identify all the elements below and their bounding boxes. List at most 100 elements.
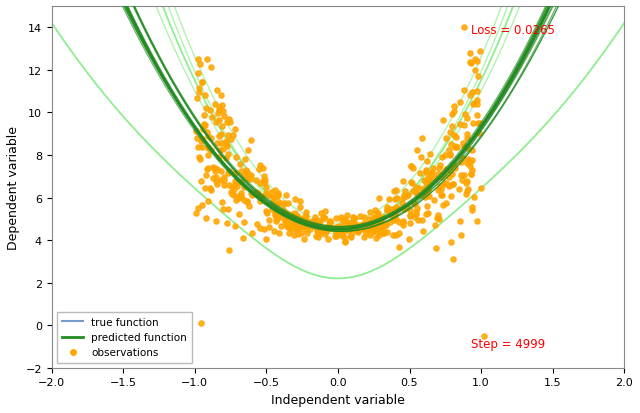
Point: [470, 67, 481, 74]
Point: [198, 113, 209, 119]
Point: [232, 183, 242, 190]
Point: [312, 228, 323, 234]
Point: [397, 200, 407, 206]
Point: [461, 180, 471, 187]
Point: [423, 185, 433, 192]
Point: [365, 232, 375, 238]
Text: Loss = 0.0265: Loss = 0.0265: [471, 24, 555, 37]
Point: [382, 230, 392, 236]
Point: [270, 212, 280, 219]
Point: [253, 190, 264, 197]
Point: [238, 235, 248, 242]
Point: [467, 90, 477, 96]
Point: [191, 210, 202, 216]
Point: [389, 208, 399, 214]
Point: [292, 230, 303, 237]
Point: [219, 177, 229, 184]
Point: [194, 154, 204, 161]
Point: [300, 213, 310, 220]
Point: [458, 140, 468, 147]
Point: [441, 166, 451, 173]
Point: [465, 93, 476, 99]
Point: [391, 216, 401, 223]
Point: [461, 135, 472, 142]
Point: [450, 144, 460, 150]
Point: [468, 101, 479, 108]
Point: [387, 232, 397, 239]
Point: [274, 211, 284, 218]
Point: [462, 178, 472, 185]
Point: [376, 220, 387, 226]
Point: [259, 165, 269, 172]
Point: [379, 223, 389, 230]
Point: [209, 166, 220, 172]
Point: [312, 217, 322, 224]
Point: [340, 218, 351, 224]
Point: [421, 184, 431, 190]
Point: [371, 211, 381, 218]
Point: [367, 216, 377, 223]
Point: [385, 219, 396, 225]
Point: [347, 222, 357, 229]
Point: [371, 218, 381, 225]
Point: [468, 194, 479, 201]
Point: [225, 120, 235, 126]
Point: [386, 206, 396, 213]
Point: [272, 217, 282, 223]
Point: [454, 186, 464, 193]
Point: [401, 194, 411, 200]
Point: [271, 193, 282, 199]
Point: [298, 220, 308, 227]
Point: [383, 196, 394, 202]
Point: [350, 221, 360, 228]
Point: [282, 223, 292, 230]
Point: [293, 225, 303, 232]
Point: [224, 183, 234, 189]
Point: [268, 199, 278, 206]
Point: [406, 180, 417, 187]
Point: [295, 204, 305, 211]
Point: [200, 172, 211, 179]
Point: [438, 203, 449, 209]
Point: [461, 161, 472, 167]
Point: [374, 232, 384, 238]
Point: [251, 189, 261, 195]
Point: [216, 124, 227, 131]
Point: [297, 218, 307, 225]
Point: [246, 230, 257, 236]
Point: [274, 230, 284, 237]
Point: [194, 85, 204, 92]
Point: [193, 57, 203, 63]
Point: [303, 222, 314, 228]
Point: [347, 230, 357, 236]
Point: [422, 187, 433, 193]
Point: [404, 212, 415, 218]
Point: [372, 229, 383, 235]
Point: [255, 180, 266, 187]
Point: [332, 224, 342, 230]
Point: [371, 235, 381, 242]
Point: [337, 232, 347, 238]
Point: [467, 207, 477, 214]
Point: [465, 59, 476, 66]
Point: [410, 201, 420, 208]
Point: [336, 229, 346, 236]
Point: [467, 167, 477, 173]
Point: [254, 166, 264, 173]
Point: [451, 134, 461, 141]
Point: [316, 218, 326, 225]
Point: [357, 226, 367, 233]
Point: [278, 208, 289, 214]
Point: [250, 177, 260, 184]
Point: [246, 137, 256, 143]
Point: [337, 217, 347, 224]
Point: [258, 193, 268, 200]
Point: [385, 212, 396, 218]
Point: [202, 166, 212, 173]
Point: [359, 223, 369, 230]
Point: [224, 247, 234, 254]
Point: [425, 180, 435, 186]
Point: [284, 230, 294, 237]
Point: [427, 170, 437, 176]
Point: [211, 88, 221, 94]
